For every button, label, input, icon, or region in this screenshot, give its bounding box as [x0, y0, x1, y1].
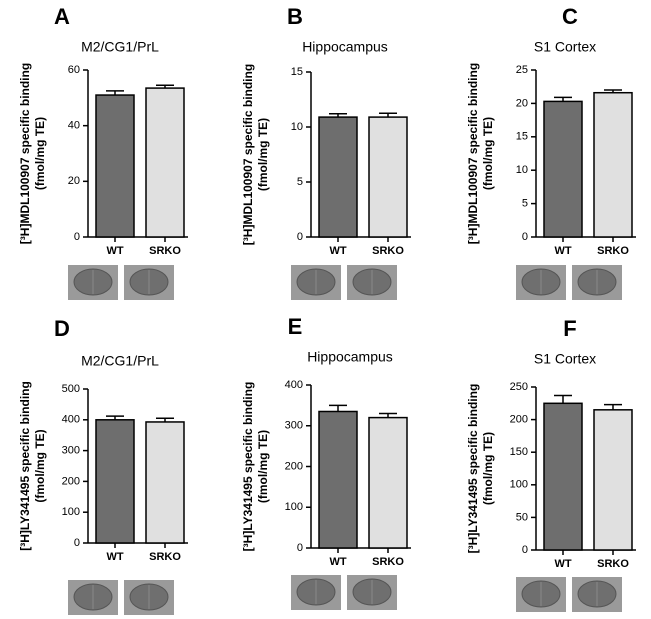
panel-title: S1 Cortex — [534, 351, 596, 367]
bar — [145, 87, 185, 238]
x-tick-label: WT — [329, 556, 346, 568]
y-tick-label: 200 — [510, 414, 528, 426]
x-tick-label: SRKO — [372, 245, 404, 257]
bar — [593, 91, 633, 238]
y-tick-label: 200 — [285, 460, 303, 472]
x-tick-label: SRKO — [597, 558, 629, 570]
y-axis-label: [³H]LY341495 specific binding — [466, 384, 480, 554]
x-tick-label: WT — [554, 558, 571, 570]
y-tick-label: 100 — [510, 479, 528, 491]
bar — [95, 94, 135, 238]
x-tick-label: SRKO — [149, 245, 181, 257]
panel-letter: F — [563, 316, 576, 341]
y-axis-label: [³H]MDL100907 specific binding — [241, 64, 255, 245]
panel-title: S1 Cortex — [534, 39, 596, 55]
y-tick-label: 0 — [522, 544, 528, 556]
panel-title: Hippocampus — [307, 349, 393, 365]
bar — [95, 419, 135, 544]
y-tick-label: 0 — [297, 231, 303, 243]
y-tick-label: 0 — [74, 231, 80, 243]
x-tick-label: WT — [106, 245, 123, 257]
panel-letter: B — [287, 4, 303, 29]
panel-letter: D — [54, 316, 70, 341]
bar — [543, 100, 583, 238]
panel-letter: E — [288, 314, 303, 339]
x-tick-label: WT — [329, 245, 346, 257]
y-axis-label: [³H]LY341495 specific binding — [241, 382, 255, 552]
y-tick-label: 500 — [62, 383, 80, 395]
y-tick-label: 10 — [516, 164, 528, 176]
y-tick-label: 50 — [516, 511, 528, 523]
y-tick-label: 15 — [516, 131, 528, 143]
bar — [145, 421, 185, 544]
y-tick-label: 5 — [522, 198, 528, 210]
y-tick-label: 300 — [62, 445, 80, 457]
panel-letter: C — [562, 4, 578, 29]
y-tick-label: 15 — [291, 66, 303, 78]
x-tick-label: WT — [554, 245, 571, 257]
x-tick-label: SRKO — [372, 556, 404, 568]
x-tick-label: WT — [106, 551, 123, 563]
y-tick-label: 10 — [291, 121, 303, 133]
y-tick-label: 300 — [285, 420, 303, 432]
panel-title: M2/CG1/PrL — [81, 353, 159, 369]
x-tick-label: SRKO — [597, 245, 629, 257]
y-tick-label: 0 — [522, 231, 528, 243]
y-tick-label: 25 — [516, 64, 528, 76]
bar — [368, 116, 408, 238]
y-axis-label: (fmol/mg TE) — [256, 430, 270, 503]
y-tick-label: 5 — [297, 176, 303, 188]
bar — [543, 402, 583, 551]
y-axis-label: [³H]LY341495 specific binding — [18, 381, 32, 551]
y-tick-label: 100 — [285, 501, 303, 513]
y-tick-label: 0 — [74, 537, 80, 549]
bar — [368, 416, 408, 549]
y-tick-label: 400 — [62, 414, 80, 426]
y-tick-label: 100 — [62, 506, 80, 518]
bar — [318, 410, 358, 549]
y-tick-label: 200 — [62, 475, 80, 487]
panel-title: Hippocampus — [302, 39, 388, 55]
y-axis-label: (fmol/mg TE) — [33, 429, 47, 502]
x-tick-label: SRKO — [149, 551, 181, 563]
y-tick-label: 150 — [510, 446, 528, 458]
y-tick-label: 0 — [297, 542, 303, 554]
y-axis-label: (fmol/mg TE) — [481, 117, 495, 190]
panel-letter: A — [54, 4, 70, 29]
y-tick-label: 60 — [68, 64, 80, 76]
y-tick-label: 40 — [68, 120, 80, 132]
bar — [318, 116, 358, 238]
bar — [593, 409, 633, 551]
y-tick-label: 400 — [285, 379, 303, 391]
y-axis-label: [³H]MDL100907 specific binding — [18, 63, 32, 244]
y-tick-label: 20 — [516, 97, 528, 109]
y-axis-label: [³H]MDL100907 specific binding — [466, 63, 480, 244]
y-tick-label: 20 — [68, 175, 80, 187]
y-axis-label: (fmol/mg TE) — [33, 117, 47, 190]
panel-title: M2/CG1/PrL — [81, 39, 159, 55]
y-axis-label: (fmol/mg TE) — [481, 432, 495, 505]
y-tick-label: 250 — [510, 381, 528, 393]
y-axis-label: (fmol/mg TE) — [256, 118, 270, 191]
